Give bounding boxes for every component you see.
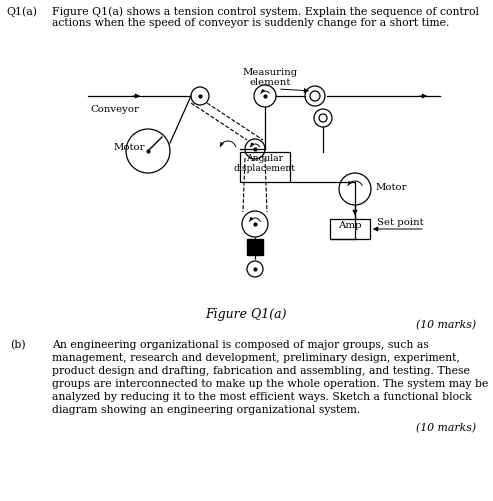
Text: management, research and development, preliminary design, experiment,: management, research and development, pr… — [52, 352, 460, 362]
Text: Set point: Set point — [377, 217, 423, 226]
Text: (10 marks): (10 marks) — [416, 319, 476, 330]
Text: actions when the speed of conveyor is suddenly change for a short time.: actions when the speed of conveyor is su… — [52, 18, 450, 28]
Text: Conveyor: Conveyor — [90, 105, 139, 114]
Bar — [247, 239, 263, 256]
Text: analyzed by reducing it to the most efficient ways. Sketch a functional block: analyzed by reducing it to the most effi… — [52, 391, 472, 401]
Text: (10 marks): (10 marks) — [416, 422, 476, 432]
Bar — [240, 153, 290, 183]
Bar — [330, 219, 370, 239]
Text: Motor: Motor — [375, 182, 407, 191]
Text: groups are interconnected to make up the whole operation. The system may be: groups are interconnected to make up the… — [52, 378, 489, 388]
Text: Figure Q1(a) shows a tension control system. Explain the sequence of control: Figure Q1(a) shows a tension control sys… — [52, 6, 479, 17]
Text: Figure Q1(a): Figure Q1(a) — [205, 308, 287, 320]
Text: Angular
displacement: Angular displacement — [234, 154, 296, 173]
Text: Measuring
element: Measuring element — [243, 68, 298, 87]
Text: product design and drafting, fabrication and assembling, and testing. These: product design and drafting, fabrication… — [52, 365, 470, 375]
Text: (b): (b) — [10, 339, 26, 350]
Text: Q1(a): Q1(a) — [6, 6, 37, 17]
Text: Amp: Amp — [338, 220, 362, 229]
Text: diagram showing an engineering organizational system.: diagram showing an engineering organizat… — [52, 404, 360, 414]
Text: An engineering organizational is composed of major groups, such as: An engineering organizational is compose… — [52, 339, 429, 349]
Text: Motor: Motor — [113, 142, 144, 151]
